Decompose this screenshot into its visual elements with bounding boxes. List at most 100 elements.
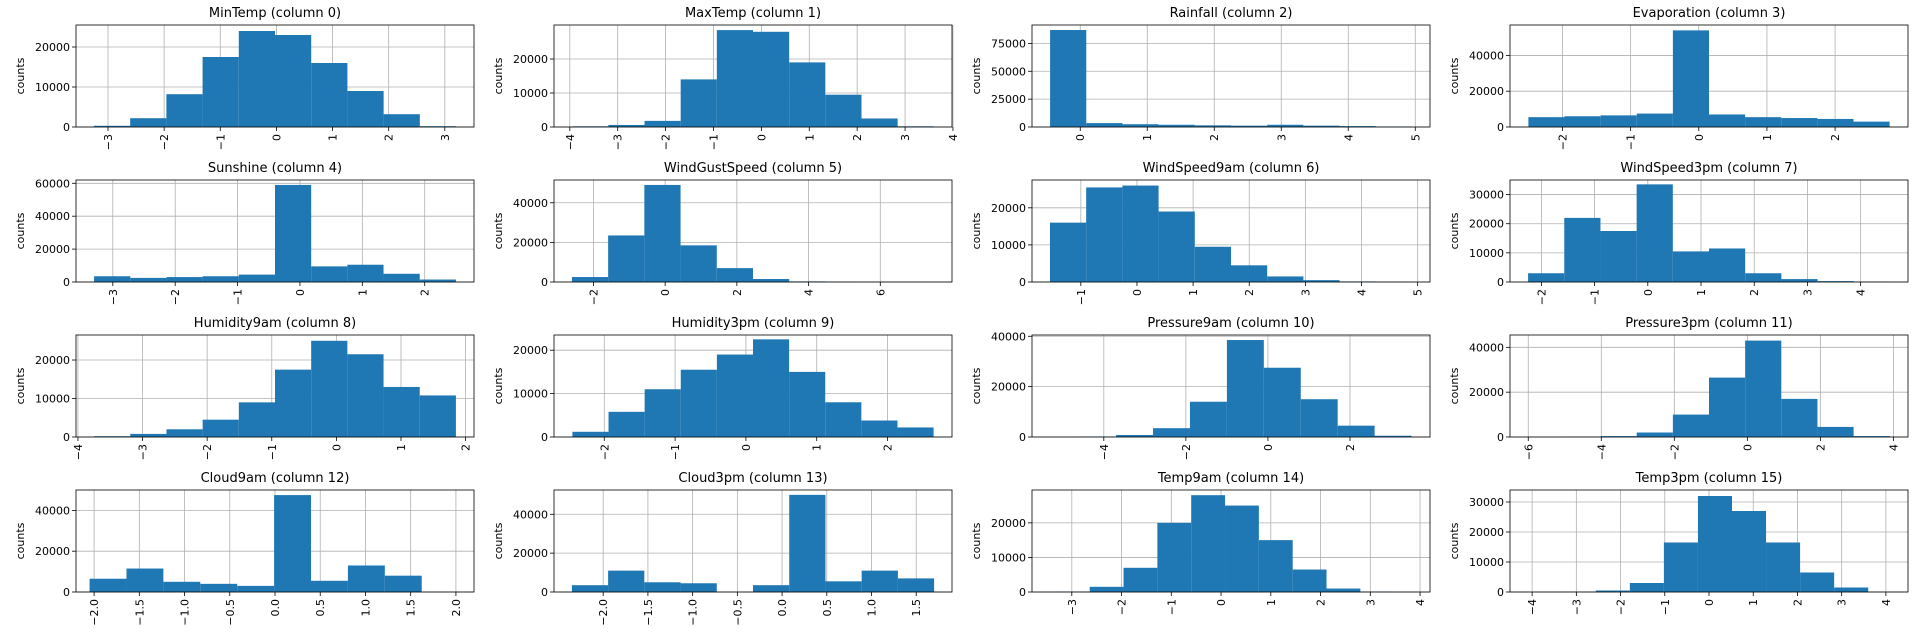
y-tick-label: 60000 xyxy=(35,177,70,190)
bar xyxy=(1158,124,1195,127)
bar xyxy=(383,273,420,282)
bar xyxy=(1231,125,1268,127)
x-tick-label: 0 xyxy=(294,289,307,296)
subplot-title: Temp3pm (column 15) xyxy=(1635,471,1783,486)
y-tick-label: 20000 xyxy=(35,545,70,558)
x-tick-label: −2 xyxy=(587,289,600,305)
y-tick-label: 20000 xyxy=(513,236,548,249)
bar xyxy=(1191,495,1226,592)
axes-frame xyxy=(1031,24,1431,128)
x-tick-label: 1 xyxy=(1761,134,1774,141)
bar xyxy=(789,62,826,127)
axes-frame xyxy=(1509,334,1909,438)
bar xyxy=(1267,124,1304,127)
bar xyxy=(608,235,645,282)
y-axis-label: counts xyxy=(970,212,983,249)
y-axis-label: counts xyxy=(970,367,983,404)
bar xyxy=(383,386,420,437)
x-tick-label: −2 xyxy=(660,134,673,150)
subplot: Pressure9am (column 10) −4 −2 0 2 0 20000 40000… xyxy=(970,316,1431,460)
bar xyxy=(608,411,645,437)
x-tick-label: −3 xyxy=(102,134,115,150)
bar xyxy=(571,277,609,282)
bar xyxy=(1745,273,1782,282)
bar xyxy=(1267,276,1304,282)
x-tick-label: 0 xyxy=(659,289,672,296)
y-axis-label: counts xyxy=(492,57,505,94)
bar xyxy=(825,94,862,127)
x-tick-label: −2 xyxy=(201,444,214,460)
bar xyxy=(1709,377,1746,437)
x-tick-label: 0 xyxy=(1131,289,1144,296)
x-tick-label: −0.5 xyxy=(731,599,744,626)
x-tick-label: −1.5 xyxy=(133,599,146,626)
subplot-title: Cloud3pm (column 13) xyxy=(678,471,827,486)
x-tick-label: 2 xyxy=(1814,444,1827,451)
bar xyxy=(861,118,898,127)
bar xyxy=(1766,542,1801,592)
subplot-title: Pressure3pm (column 11) xyxy=(1625,316,1793,331)
subplot: WindGustSpeed (column 5) −2 0 2 4 6 0 20000 4000… xyxy=(492,161,953,305)
bar xyxy=(1258,540,1293,592)
bar xyxy=(1303,125,1340,127)
bar xyxy=(789,371,826,437)
y-tick-label: 20000 xyxy=(991,202,1026,215)
bar xyxy=(825,581,862,592)
x-tick-label: 1 xyxy=(395,444,408,451)
bar xyxy=(716,268,753,282)
y-tick-label: 20000 xyxy=(513,344,548,357)
x-tick-label: 2 xyxy=(419,289,432,296)
bar xyxy=(1672,251,1709,282)
bar xyxy=(1636,432,1673,437)
bar xyxy=(1697,496,1732,592)
bar xyxy=(275,369,312,437)
y-tick-label: 25000 xyxy=(991,93,1026,106)
y-tick-label: 40000 xyxy=(513,508,548,521)
x-tick-label: −1 xyxy=(1589,289,1602,305)
x-tick-label: −1 xyxy=(1659,599,1672,615)
subplot: Pressure3pm (column 11) −6 −4 −2 0 2 4 0 20000 40… xyxy=(1448,316,1909,460)
bar xyxy=(347,264,384,282)
x-tick-label: 4 xyxy=(1880,599,1893,606)
subplot: WindSpeed9am (column 6) −1 0 1 2 3 4 5 0 10000 200… xyxy=(970,161,1431,305)
bar xyxy=(166,277,203,282)
x-tick-label: −1 xyxy=(1165,599,1178,615)
y-axis-label: counts xyxy=(14,522,27,559)
x-tick-label: 1.5 xyxy=(910,599,923,617)
y-tick-label: 20000 xyxy=(991,381,1026,394)
bar xyxy=(237,585,275,592)
x-tick-label: 1 xyxy=(1141,134,1154,141)
y-tick-label: 20000 xyxy=(35,243,70,256)
x-tick-label: 0 xyxy=(1262,444,1275,451)
x-tick-label: 2 xyxy=(731,289,744,296)
bar xyxy=(1672,30,1709,127)
axes-frame xyxy=(553,334,953,438)
subplot-title: Humidity9am (column 8) xyxy=(194,316,356,331)
x-tick-label: −6 xyxy=(1522,444,1535,460)
x-tick-label: 1 xyxy=(1747,599,1760,606)
y-tick-label: 20000 xyxy=(1469,386,1504,399)
subplot: Evaporation (column 3) −2 −1 0 1 2 0 20000 40000… xyxy=(1448,6,1909,150)
x-tick-label: 4 xyxy=(1414,599,1427,606)
x-tick-label: −1 xyxy=(669,444,682,460)
y-tick-label: 10000 xyxy=(991,551,1026,564)
x-tick-label: −1 xyxy=(232,289,245,305)
y-tick-label: 10000 xyxy=(1469,247,1504,260)
bar xyxy=(1226,340,1264,437)
y-tick-label: 10000 xyxy=(991,239,1026,252)
y-tick-label: 0 xyxy=(1497,586,1504,599)
bar xyxy=(126,568,164,592)
bar xyxy=(202,419,239,437)
bar xyxy=(644,184,681,282)
x-tick-label: 3 xyxy=(1275,134,1288,141)
bar xyxy=(1337,425,1375,437)
axes-frame xyxy=(1509,24,1909,128)
subplot: WindSpeed3pm (column 7) −2 −1 0 1 2 3 4 0 10000 20… xyxy=(1448,161,1909,305)
subplot: Humidity9am (column 8) −4 −3 −2 −1 0 1 2 0 10000 2… xyxy=(14,316,475,460)
x-tick-label: −2 xyxy=(158,134,171,150)
bar xyxy=(1086,123,1123,127)
x-tick-label: 4 xyxy=(947,134,960,141)
x-tick-label: 1.5 xyxy=(405,599,418,617)
y-tick-label: 0 xyxy=(1497,431,1504,444)
